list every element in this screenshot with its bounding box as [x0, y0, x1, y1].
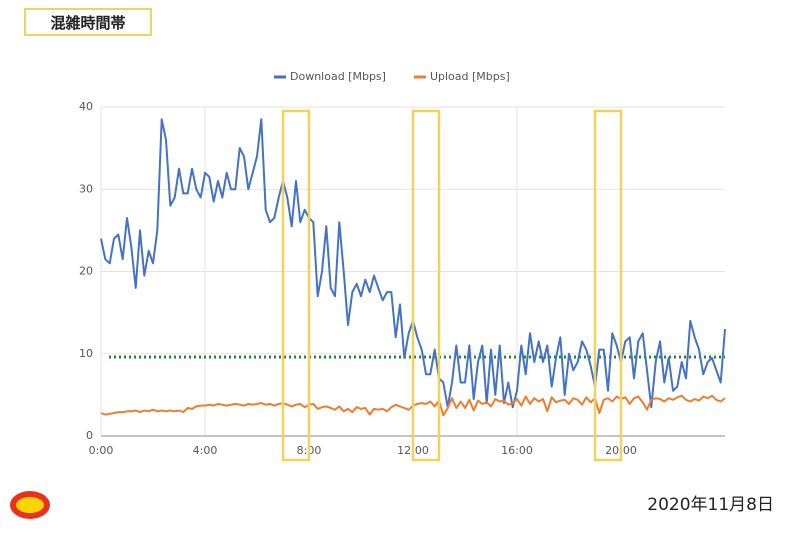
legend-label: Download [Mbps] — [290, 70, 386, 83]
highlight-box — [593, 109, 623, 462]
highlight-box — [281, 109, 311, 462]
logo-shape — [16, 497, 44, 513]
y-tick-label: 20 — [79, 265, 93, 278]
x-tick-label: 4:00 — [193, 444, 218, 457]
logo — [10, 491, 50, 519]
x-tick-label: 16:00 — [501, 444, 533, 457]
legend-label: Upload [Mbps] — [430, 70, 510, 83]
highlight-box — [411, 109, 441, 462]
y-tick-label: 10 — [79, 347, 93, 360]
y-tick-label: 30 — [79, 182, 93, 195]
date: 2020年11月8日 — [647, 495, 774, 515]
x-tick-label: 0:00 — [89, 444, 114, 457]
header-box: 混雑時間帯 — [24, 8, 152, 36]
y-tick-label: 0 — [86, 429, 93, 442]
y-tick-label: 40 — [79, 100, 93, 113]
